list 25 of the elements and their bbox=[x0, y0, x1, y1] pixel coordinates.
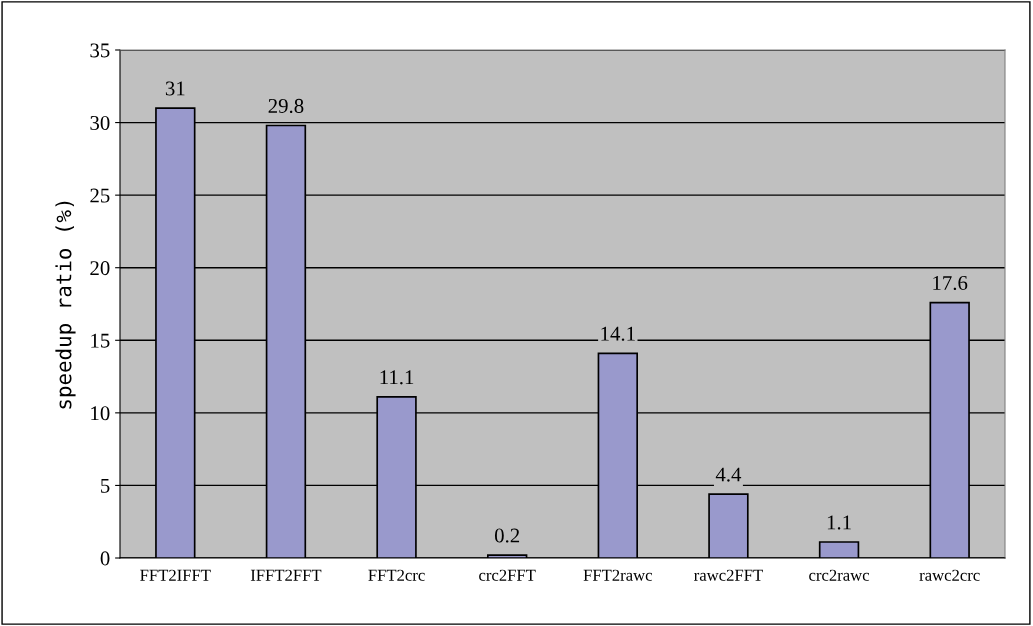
y-tick-label: 10 bbox=[91, 406, 110, 421]
y-tick-label: 15 bbox=[91, 333, 110, 348]
data-label: 11.1 bbox=[380, 370, 414, 385]
data-label: 1.1 bbox=[827, 515, 851, 530]
y-tick-label: 25 bbox=[90, 188, 110, 203]
data-label: 31 bbox=[165, 81, 185, 96]
y-tick-label: 30 bbox=[90, 115, 110, 130]
data-label: 29.8 bbox=[268, 98, 304, 113]
x-tick-label: crc2FFT bbox=[479, 569, 536, 581]
x-tick-label: FFT2IFFT bbox=[140, 569, 211, 581]
data-label: 4.4 bbox=[715, 467, 742, 482]
y-tick-label: 0 bbox=[100, 551, 110, 566]
x-tick-label: FFT2rawc bbox=[583, 569, 653, 581]
y-tick-label: 20 bbox=[90, 261, 110, 276]
y-tick-label: 35 bbox=[90, 43, 110, 58]
data-label: 0.2 bbox=[494, 528, 520, 543]
x-tick-label: FFT2crc bbox=[368, 569, 425, 581]
y-axis-title: speedup ratio (%) bbox=[55, 201, 76, 409]
x-tick-label: IFFT2FFT bbox=[250, 569, 322, 581]
y-tick-label: 5 bbox=[101, 479, 110, 493]
x-tick-label: rawc2FFT bbox=[694, 569, 763, 581]
data-label: 14.1 bbox=[601, 326, 635, 341]
data-label: 17.6 bbox=[933, 275, 968, 291]
x-tick-label: rawc2crc bbox=[919, 569, 980, 581]
x-tick-label: crc2rawc bbox=[809, 569, 870, 581]
